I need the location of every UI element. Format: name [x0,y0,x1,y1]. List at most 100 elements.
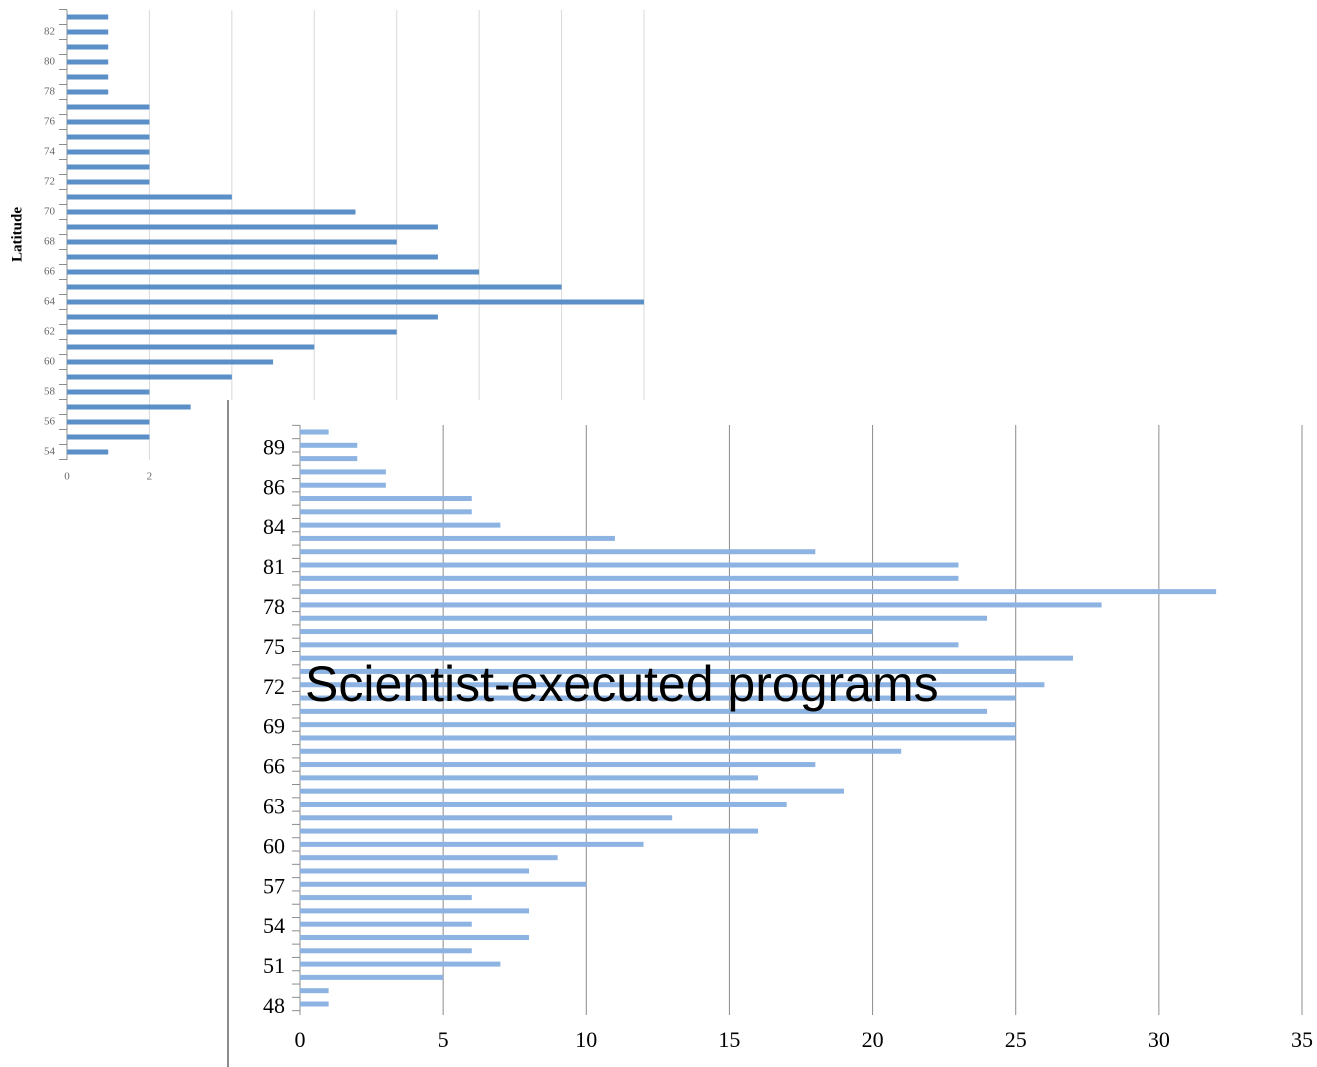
bar [300,908,530,914]
bar [67,44,109,50]
y-tick-label: 51 [263,953,285,978]
bar [300,868,530,874]
bar [300,895,472,901]
bar [300,456,358,462]
x-tick-label: 25 [1005,1027,1027,1052]
bar [67,269,480,275]
y-tick-label: 68 [44,236,56,248]
y-tick-label: 58 [44,386,56,398]
bar [300,562,959,568]
bar [300,535,615,541]
y-tick-label: 78 [44,86,56,98]
y-tick-label: 84 [263,514,285,539]
bar [300,482,386,488]
bar [300,762,816,768]
y-tick-label: 86 [263,474,285,499]
y-tick-label: 48 [263,993,285,1018]
y-tick-label: 56 [44,416,56,428]
bar [67,449,109,455]
bar [67,389,150,395]
bar [67,14,109,20]
bar [300,695,1016,701]
y-tick-label: 62 [44,326,55,338]
y-tick-label: 82 [44,26,55,38]
bar [67,314,438,320]
bar [300,855,558,861]
bar [300,629,873,635]
y-tick-label: 80 [44,56,56,68]
y-tick-label: 76 [44,116,56,128]
x-tick-label: 35 [1291,1027,1313,1052]
bar [300,549,816,555]
bar [300,642,959,648]
x-tick-label: 15 [718,1027,740,1052]
y-tick-label: 63 [263,794,285,819]
y-tick-label: 66 [263,754,285,779]
x-tick-label: 10 [575,1027,597,1052]
bar [67,254,438,260]
y-tick-label: 60 [44,356,56,368]
bar [300,788,844,794]
bar [300,722,1016,728]
bar [300,522,501,528]
bar [300,801,787,807]
bar [67,29,109,35]
bar [300,775,759,781]
bar [67,299,644,305]
x-tick-label: 5 [438,1027,449,1052]
bar [300,655,1073,661]
bar [67,344,315,350]
y-tick-label: 72 [263,674,285,699]
y-tick-label: 74 [44,146,56,158]
bar [300,735,1016,741]
y-tick-label: 75 [263,634,285,659]
bar [300,575,959,581]
y-tick-label: 60 [263,833,285,858]
bar [300,708,988,714]
y-tick-label: 54 [263,913,285,938]
bar [300,974,444,980]
bar [300,881,587,887]
bar [67,194,232,200]
bar [300,589,1217,595]
y-tick-label: 70 [44,206,56,218]
bar [300,682,1045,688]
bar [300,815,673,821]
bar [67,434,150,440]
bar [67,359,274,365]
x-tick-label: 30 [1148,1027,1170,1052]
bar [300,668,1016,674]
bar [300,1001,329,1007]
annotation: Scientist-executed programs [305,656,939,712]
bar [67,329,397,335]
x-tick-label: 20 [862,1027,884,1052]
bar [67,404,191,410]
bar [67,59,109,65]
y-tick-label: 57 [263,873,285,898]
y-tick-label: 89 [263,434,285,459]
bar [67,239,397,245]
x-tick-label: 0 [64,471,70,483]
bar [67,419,150,425]
bar [67,89,109,95]
y-tick-label: 54 [44,446,56,458]
bar [67,149,150,155]
bar [300,948,472,954]
bar [67,74,109,80]
y-tick-label: 72 [44,176,55,188]
x-tick-label: 2 [147,471,153,483]
y-tick-label: 78 [263,594,285,619]
bar [300,615,988,621]
y-axis-title: Latitude [9,207,25,262]
bar [67,164,150,170]
bar [67,134,150,140]
bar [300,961,501,967]
bar [300,841,644,847]
bar [300,469,386,475]
bar [300,921,472,927]
bar [300,828,759,834]
bar [300,442,358,448]
bar [67,284,562,290]
